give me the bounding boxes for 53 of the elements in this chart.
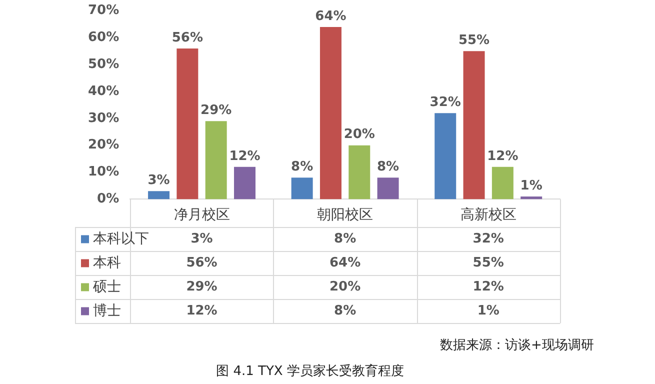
- x-tick-label: 朝阳校区: [317, 207, 374, 224]
- bar: [205, 121, 227, 200]
- legend-label: 博士: [93, 302, 121, 319]
- text: 29%: [200, 103, 232, 118]
- text: 55%: [458, 33, 490, 48]
- data-label: 8%: [334, 304, 356, 319]
- y-tick-label: 70%: [88, 3, 120, 18]
- data-label: 1%: [477, 304, 500, 319]
- data-label: 55%: [472, 256, 504, 271]
- y-tick-label: 60%: [88, 30, 120, 46]
- y-tick-label: 50%: [88, 57, 120, 72]
- text: 12%: [229, 148, 260, 164]
- data-label: 56%: [186, 256, 218, 271]
- bar: [320, 26, 342, 200]
- bar: [176, 48, 198, 200]
- bar: [463, 51, 485, 200]
- y-tick-label: 20%: [88, 138, 120, 153]
- data-label: 20%: [329, 280, 361, 295]
- x-tick-label: 高新校区: [460, 207, 516, 224]
- data-label: 64%: [329, 256, 361, 271]
- bar: [434, 113, 456, 200]
- bar: [377, 178, 399, 200]
- y-tick-label: 40%: [88, 84, 120, 99]
- bar: [348, 145, 370, 200]
- data-label: 32%: [472, 232, 504, 247]
- data-label: 12%: [186, 304, 218, 319]
- bar: [492, 166, 514, 200]
- legend-label: 本科以下: [93, 230, 149, 247]
- bar: [520, 196, 542, 200]
- text: 图 4.1 TYX 学员家长受教育程度: [215, 362, 405, 380]
- text: 12%: [487, 148, 518, 164]
- text: 8%: [291, 160, 314, 175]
- bar: [148, 191, 170, 200]
- data-label: 8%: [334, 232, 356, 247]
- y-tick-label: 0%: [97, 192, 120, 207]
- text: 8%: [377, 160, 400, 175]
- text: 64%: [315, 8, 346, 24]
- bar: [234, 166, 256, 200]
- data-label: 3%: [190, 232, 213, 247]
- text: 56%: [172, 30, 203, 46]
- legend-label: 硕士: [92, 278, 121, 295]
- text: 20%: [344, 127, 375, 142]
- y-tick-label: 10%: [88, 164, 120, 180]
- text: 3%: [148, 173, 170, 188]
- data-label: 12%: [472, 280, 504, 295]
- legend-label: 本科: [93, 254, 121, 271]
- x-tick-label: 净月校区: [174, 207, 230, 224]
- y-tick-label: 30%: [88, 110, 120, 126]
- data-label: 29%: [186, 280, 218, 295]
- text: 32%: [430, 94, 461, 110]
- source-note: 数据来源：访谈+现场调研: [440, 337, 594, 354]
- bar: [291, 178, 313, 200]
- text: 1%: [520, 178, 542, 194]
